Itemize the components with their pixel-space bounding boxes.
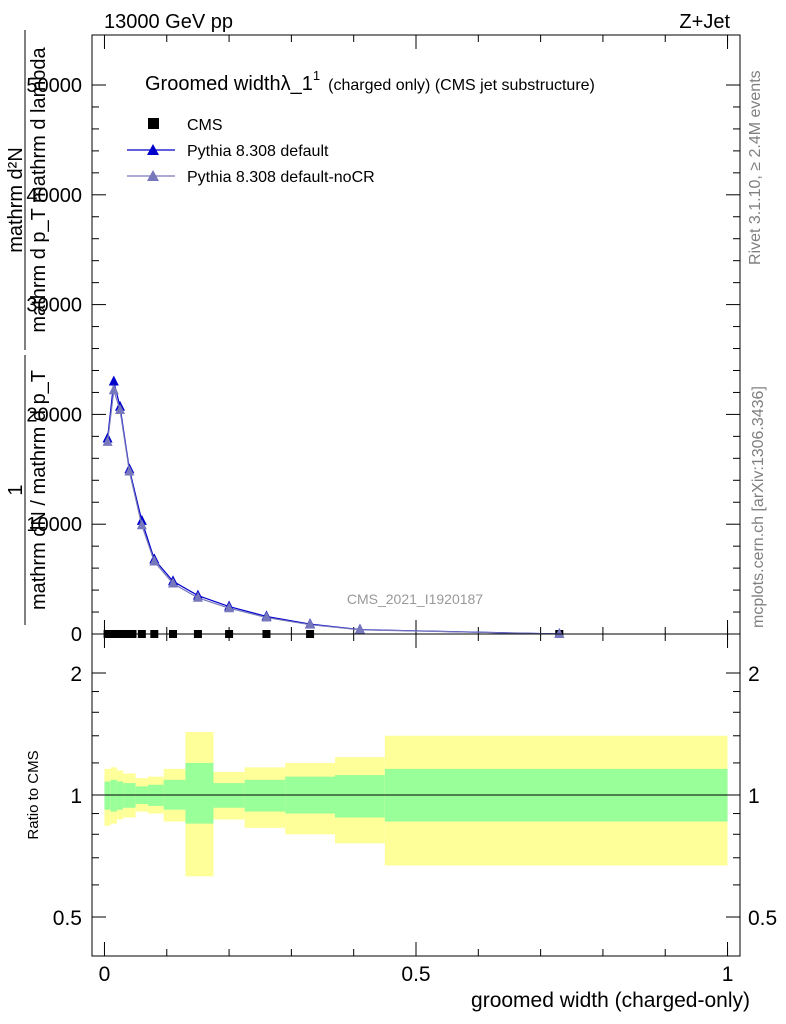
- title-lambda: λ_1: [281, 73, 313, 95]
- legend-label-default: Pythia 8.308 default: [187, 143, 329, 160]
- ratio-ytick-label-right-0: 0.5: [748, 907, 777, 930]
- legend-marker-cms: [148, 118, 159, 129]
- ratio-green-band-0: [104, 781, 111, 810]
- watermark: CMS_2021_I1920187: [347, 591, 483, 607]
- ratio-green-band-7: [185, 762, 214, 824]
- legend: CMS Pythia 8.308 default Pythia 8.308 de…: [127, 117, 375, 186]
- plot-title: Groomed widthλ_11 (charged only) (CMS jet…: [145, 68, 595, 95]
- ratio-green-band-2: [116, 781, 124, 810]
- ratio-ylabel: Ratio to CMS: [25, 750, 42, 839]
- series-2-point-12: [554, 628, 565, 638]
- legend-marker-nocr: [147, 170, 159, 181]
- title-main: Groomed widthλ_11 (charged only) (CMS jet…: [145, 68, 595, 95]
- series-2-point-8: [224, 602, 235, 613]
- ratio-ytick-label-right-1: 1: [748, 785, 760, 808]
- title-suffix: (charged only) (CMS jet substructure): [328, 77, 595, 94]
- main-ylabel: 1 mathrm dN / mathrm d p_T mathrm d²N ma…: [5, 30, 50, 625]
- ylabel-den-b: mathrm d p_T mathrm d lambda: [28, 46, 50, 332]
- title-main-text: Groomed width: [145, 73, 281, 95]
- ylabel-num-b: mathrm d²N: [5, 147, 27, 253]
- legend-label-nocr: Pythia 8.308 default-noCR: [187, 169, 375, 186]
- ratio-ytick-label-left-0: 0.5: [53, 907, 82, 930]
- ylabel-den-a: mathrm dN / mathrm d p_T: [28, 370, 50, 610]
- series-2-point-4: [136, 519, 147, 530]
- ratio-green-band-11: [335, 775, 385, 818]
- ratio-bands: [92, 732, 740, 877]
- ylabel-num-a: 1: [5, 484, 27, 495]
- series-line-1: [106, 381, 560, 635]
- main-axis-ticks: 0 10000 20000 30000 40000 50000: [26, 35, 740, 646]
- xtick-label-0: 0: [99, 963, 111, 986]
- series-2-point-6: [168, 577, 178, 588]
- legend-marker-default: [147, 144, 159, 155]
- rivet-label: Rivet 3.1.10, ≥ 2.4M events: [747, 70, 764, 265]
- title-superscript: 1: [313, 68, 320, 83]
- ratio-green-band-9: [244, 779, 286, 812]
- ratio-axis-ticks: 0.5 0.5 1 1 2 2 0 0.5 1: [53, 634, 777, 986]
- xlabel: groomed width (charged-only): [471, 989, 750, 1012]
- ytick-label-5: 50000: [26, 75, 82, 97]
- legend-label-cms: CMS: [187, 117, 223, 134]
- series-2-point-9: [261, 611, 272, 622]
- series-2-point-2: [115, 404, 126, 415]
- ratio-ytick-label-left-2: 2: [70, 663, 82, 686]
- series-2-point-1: [108, 384, 119, 395]
- xtick-label-2: 1: [722, 963, 734, 986]
- xtick-label-1: 0.5: [401, 963, 430, 986]
- ytick-label-0: 0: [71, 624, 82, 646]
- ytick-label-4: 40000: [26, 185, 82, 207]
- series-layer: [102, 375, 565, 638]
- ytick-label-3: 30000: [26, 295, 82, 317]
- ratio-green-band-1: [110, 779, 117, 812]
- header-right: Z+Jet: [679, 11, 730, 33]
- ytick-label-1: 10000: [26, 514, 82, 536]
- mcplots-label: mcplots.cern.ch [arXiv:1306.3436]: [750, 386, 767, 628]
- ratio-ytick-label-left-1: 1: [70, 785, 82, 808]
- series-2-point-0: [102, 435, 113, 446]
- series-line-2: [106, 390, 560, 635]
- series-1-point-1: [108, 375, 119, 386]
- series-2-point-11: [354, 623, 365, 634]
- series-2-point-7: [192, 591, 203, 602]
- ytick-label-2: 20000: [26, 404, 82, 426]
- ratio-ytick-label-right-2: 2: [748, 663, 760, 686]
- series-2-point-3: [124, 465, 135, 476]
- series-2-point-10: [305, 618, 316, 629]
- series-2-point-5: [149, 555, 160, 566]
- header-left: 13000 GeV pp: [104, 11, 233, 33]
